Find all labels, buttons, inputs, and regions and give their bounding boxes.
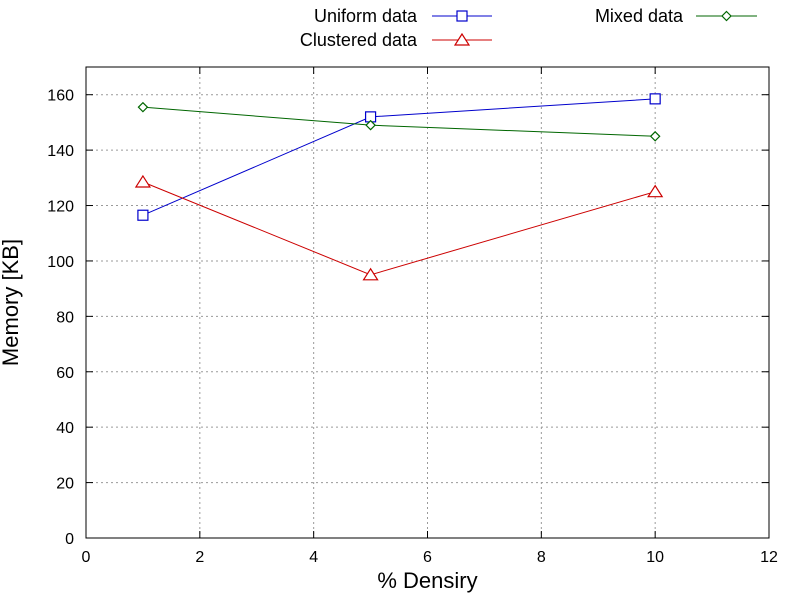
data-point-triangle <box>134 174 152 188</box>
y-tick-label: 120 <box>47 199 74 216</box>
legend-item: Mixed data <box>595 6 757 26</box>
data-point-triangle <box>362 267 379 281</box>
y-tick-label: 100 <box>47 254 74 271</box>
series-line <box>142 106 656 137</box>
y-tick-label: 60 <box>56 365 74 382</box>
legend-item: Clustered data <box>300 30 492 50</box>
x-tick-label: 10 <box>646 549 664 566</box>
series-mixed-data <box>137 101 661 142</box>
data-point-triangle <box>647 184 664 198</box>
series-line <box>142 181 656 276</box>
x-tick-label: 6 <box>423 549 432 566</box>
legend-item: Uniform data <box>314 6 492 26</box>
data-point-diamond <box>365 119 376 131</box>
legend-label: Clustered data <box>300 30 418 50</box>
series-layer <box>134 93 664 281</box>
x-tick-label: 4 <box>309 549 318 566</box>
data-point-triangle <box>453 32 471 46</box>
data-point-diamond <box>137 101 149 113</box>
x-tick-label: 12 <box>760 549 778 566</box>
x-axis-title: % Densiry <box>377 568 477 593</box>
y-tick-label: 0 <box>65 531 74 548</box>
y-tick-label: 40 <box>56 420 74 437</box>
axis-ticks: 0 20 40 60 80 100 120 140 160 0 2 4 6 8 10 12 <box>47 67 778 566</box>
data-point-square <box>649 93 661 105</box>
y-tick-label: 80 <box>56 309 74 326</box>
data-point-square <box>456 10 468 22</box>
x-tick-label: 2 <box>195 549 204 566</box>
y-tick-label: 20 <box>56 476 74 493</box>
data-point-diamond <box>721 10 732 22</box>
y-tick-label: 140 <box>47 143 74 160</box>
series-line <box>142 98 656 216</box>
legend-label: Uniform data <box>314 6 418 26</box>
legend-label: Mixed data <box>595 6 684 26</box>
y-tick-label: 160 <box>47 88 74 105</box>
grid <box>86 67 769 538</box>
data-point-square <box>137 209 149 221</box>
data-point-diamond <box>649 130 661 142</box>
x-tick-label: 0 <box>82 549 91 566</box>
series-clustered-data <box>134 174 664 281</box>
x-tick-label: 8 <box>537 549 546 566</box>
y-axis-title: Memory [KB] <box>0 239 23 366</box>
legend: Uniform data Clustered data Mixed data <box>300 6 757 50</box>
